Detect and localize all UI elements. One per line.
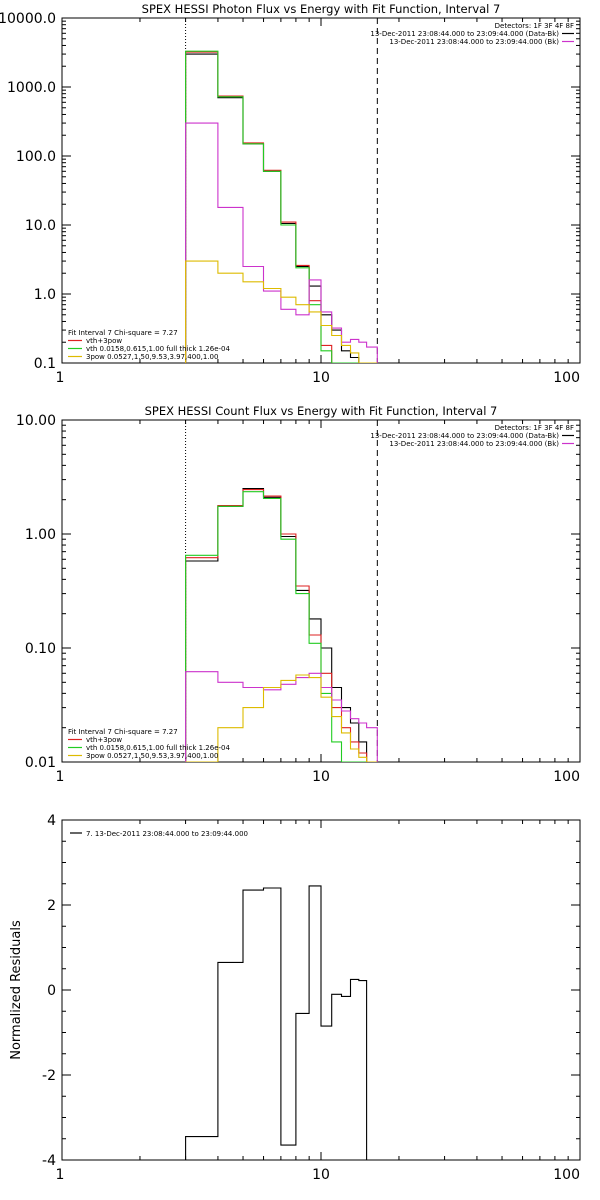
y-tick-label: 10000.0 bbox=[0, 11, 56, 27]
x-tick-label: 10 bbox=[312, 1167, 330, 1183]
series-line-1 bbox=[185, 53, 378, 363]
legend-entry-label: 7. 13-Dec-2011 23:08:44.000 to 23:09:44.… bbox=[86, 830, 248, 838]
x-tick-label: 1 bbox=[56, 1167, 65, 1183]
y-tick-label: 0.10 bbox=[25, 641, 56, 657]
legend-entry-label: 13-Dec-2011 23:08:44.000 to 23:09:44.000… bbox=[370, 432, 559, 440]
chart-panel-3: 1 10 100 -4 -2 0 2 4 Normalized Residuals 7. 13-D… bbox=[9, 813, 581, 1183]
legend-entry-label: vth 0.0158,0.615,1.00 full thick 1.26e-0… bbox=[86, 744, 230, 752]
chart-panel-1: SPEX HESSI Photon Flux vs Energy with Fi… bbox=[0, 2, 581, 386]
legend-entry-label: vth 0.0158,0.615,1.00 full thick 1.26e-0… bbox=[86, 345, 230, 353]
series-line-5 bbox=[185, 674, 378, 762]
plot-frame bbox=[61, 419, 581, 763]
y-tick-label: 10.00 bbox=[16, 413, 56, 429]
legend-entry-label: 3pow 0.0527,1.50,9.53,3.97,400,1.00 bbox=[86, 353, 218, 361]
y-tick-label: 1.00 bbox=[25, 527, 56, 543]
y-tick-label: 2 bbox=[47, 898, 56, 914]
legend-entry-label: 3pow 0.0527,1.50,9.53,3.97,400,1.00 bbox=[86, 752, 218, 760]
legend-title: Fit Interval 7 Chi-square = 7.27 bbox=[68, 329, 178, 337]
y-tick-label: 100.0 bbox=[16, 149, 56, 165]
y-tick-label: 1000.0 bbox=[7, 80, 56, 96]
series-line-5 bbox=[185, 260, 378, 363]
series-line-4 bbox=[185, 122, 378, 363]
x-tick-label: 10 bbox=[312, 769, 330, 785]
chart-title: SPEX HESSI Photon Flux vs Energy with Fi… bbox=[142, 2, 501, 16]
x-tick-label: 1 bbox=[56, 769, 65, 785]
chart-panel-2: SPEX HESSI Count Flux vs Energy with Fit… bbox=[16, 404, 581, 785]
legend-entry-label: 13-Dec-2011 23:08:44.000 to 23:09:44.000… bbox=[370, 30, 559, 38]
x-tick-label: 1 bbox=[56, 370, 65, 386]
series-line-1 bbox=[185, 885, 378, 1160]
y-tick-label: -2 bbox=[42, 1068, 56, 1084]
y-tick-label: -4 bbox=[42, 1153, 56, 1169]
x-tick-label: 100 bbox=[553, 1167, 580, 1183]
legend-title: Detectors: 1F 3F 4F 8F bbox=[495, 424, 574, 432]
series-line-3 bbox=[185, 50, 378, 363]
series-line-4 bbox=[185, 671, 378, 762]
y-tick-label: 0.01 bbox=[25, 755, 56, 771]
series-line-3 bbox=[185, 491, 378, 762]
y-tick-label: 4 bbox=[47, 813, 56, 829]
x-tick-label: 100 bbox=[553, 769, 580, 785]
y-tick-label: 0.1 bbox=[34, 356, 56, 372]
x-tick-label: 10 bbox=[312, 370, 330, 386]
series-line-1 bbox=[185, 488, 378, 762]
legend-title: Fit Interval 7 Chi-square = 7.27 bbox=[68, 728, 178, 736]
y-axis-label: Normalized Residuals bbox=[9, 920, 24, 1060]
series-line-2 bbox=[185, 51, 378, 363]
x-tick-label: 100 bbox=[553, 370, 580, 386]
series-line-2 bbox=[185, 489, 378, 762]
y-tick-label: 10.0 bbox=[25, 218, 56, 234]
legend-entry-label: 13-Dec-2011 23:08:44.000 to 23:09:44.000… bbox=[389, 440, 559, 448]
y-tick-label: 0 bbox=[47, 983, 56, 999]
legend-title: Detectors: 1F 3F 4F 8F bbox=[495, 22, 574, 30]
y-tick-label: 1.0 bbox=[34, 287, 56, 303]
legend-entry-label: vth+3pow bbox=[86, 736, 122, 744]
chart-title: SPEX HESSI Count Flux vs Energy with Fit… bbox=[145, 404, 498, 418]
legend-entry-label: vth+3pow bbox=[86, 337, 122, 345]
legend-entry-label: 13-Dec-2011 23:08:44.000 to 23:09:44.000… bbox=[389, 38, 559, 46]
